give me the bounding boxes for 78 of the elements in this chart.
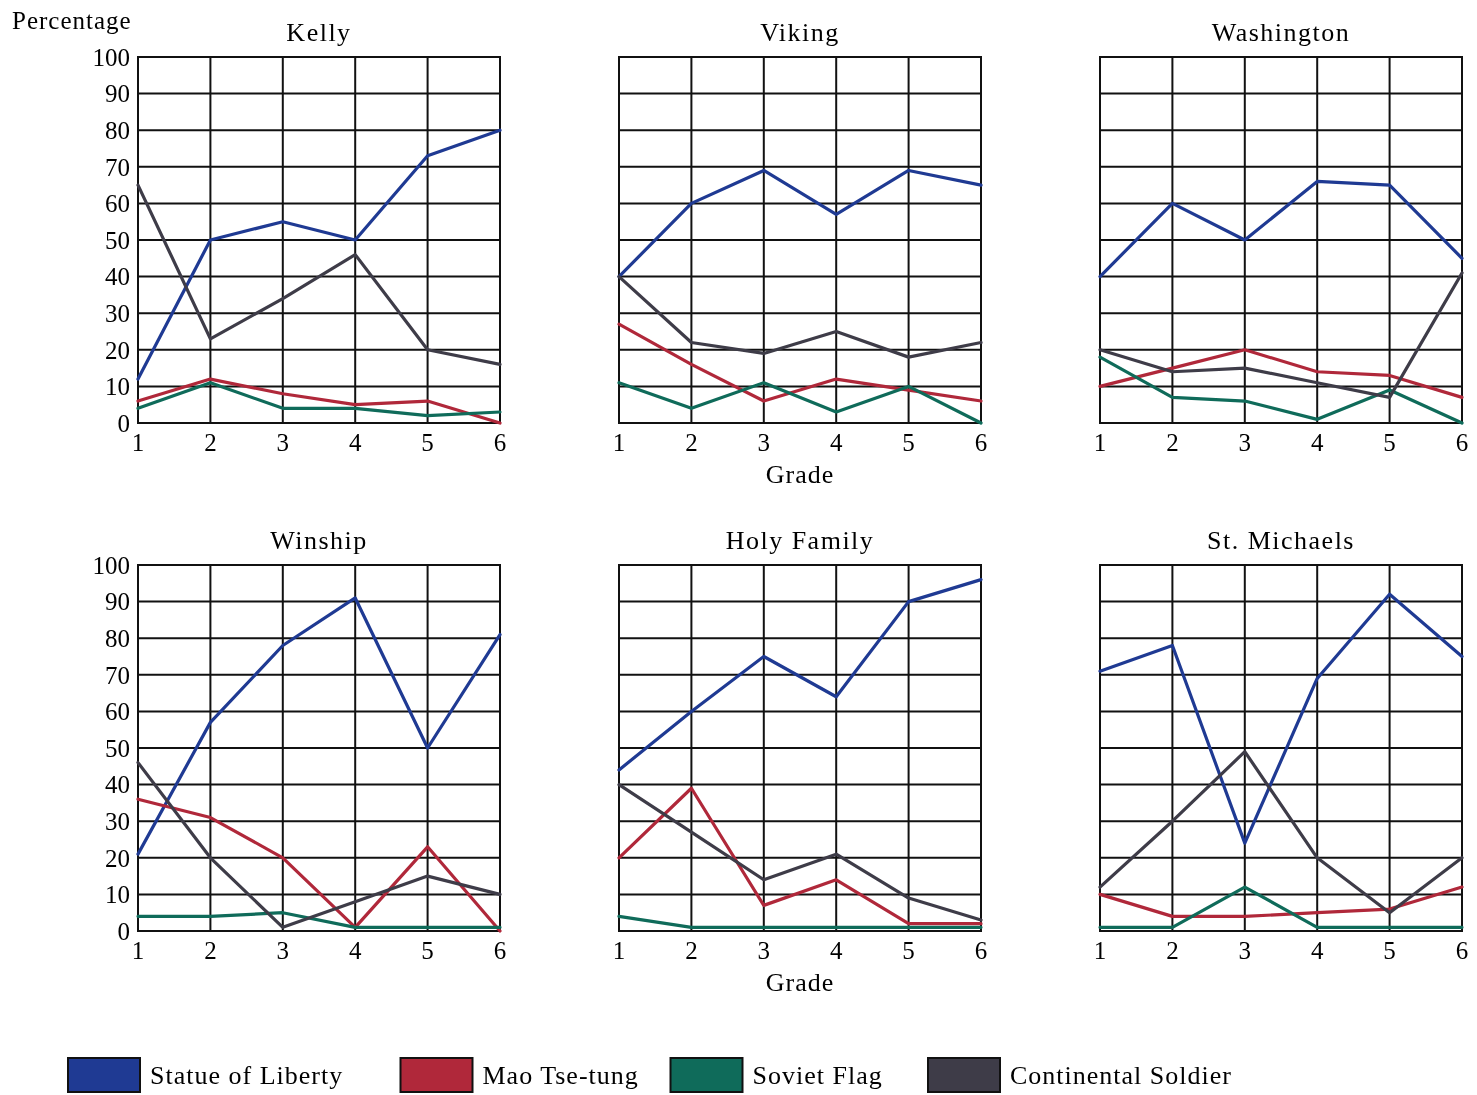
x-tick-label: 1 <box>131 429 145 456</box>
y-tick-label: 30 <box>105 807 130 835</box>
x-tick-label: 6 <box>974 937 988 964</box>
x-tick-label: 4 <box>1310 937 1324 964</box>
y-tick-label: 50 <box>105 734 130 762</box>
x-tick-label: 5 <box>421 937 434 964</box>
chart-title: Viking <box>760 18 840 47</box>
chart-title: Winship <box>270 526 368 555</box>
y-tick-label: 10 <box>105 373 130 401</box>
x-axis-title: Grade <box>765 968 835 997</box>
x-tick-label: 2 <box>1166 937 1179 964</box>
x-tick-label: 6 <box>974 429 988 456</box>
legend-label: Continental Soldier <box>1010 1061 1232 1090</box>
legend-label: Statue of Liberty <box>150 1061 344 1090</box>
chart-title: Holy Family <box>725 526 875 555</box>
chart-title: Washington <box>1211 18 1351 47</box>
y-tick-label: 60 <box>105 190 130 218</box>
x-tick-label: 1 <box>612 937 626 964</box>
y-tick-label: 100 <box>92 551 130 579</box>
legend-label: Soviet Flag <box>752 1061 883 1090</box>
y-tick-label: 70 <box>105 153 130 181</box>
x-tick-label: 2 <box>204 429 217 456</box>
y-tick-label: 90 <box>105 80 130 108</box>
y-tick-label: 80 <box>105 116 130 144</box>
x-tick-label: 6 <box>493 937 507 964</box>
y-tick-label: 50 <box>105 226 130 254</box>
x-tick-label: 4 <box>829 429 843 456</box>
x-tick-label: 6 <box>1455 429 1469 456</box>
y-tick-label: 40 <box>105 771 130 799</box>
x-tick-label: 5 <box>902 937 915 964</box>
x-tick-label: 3 <box>276 937 290 964</box>
line-series <box>136 377 502 425</box>
line-series <box>136 596 502 856</box>
x-tick-label: 4 <box>348 429 362 456</box>
line-series <box>136 761 502 929</box>
x-axis-title: Grade <box>765 460 835 489</box>
y-tick-label: 30 <box>105 299 130 327</box>
x-tick-label: 3 <box>1238 429 1252 456</box>
y-tick-label: 40 <box>105 263 130 291</box>
x-tick-label: 5 <box>421 429 434 456</box>
x-tick-label: 1 <box>131 937 145 964</box>
x-tick-label: 4 <box>829 937 843 964</box>
y-tick-label: 20 <box>105 844 130 872</box>
x-tick-label: 6 <box>1455 937 1469 964</box>
line-series <box>136 183 502 367</box>
y-tick-label: 0 <box>117 917 130 945</box>
y-tick-label: 90 <box>105 588 130 616</box>
line-series <box>136 128 502 381</box>
y-tick-label: 0 <box>117 409 130 437</box>
x-tick-label: 2 <box>1166 429 1179 456</box>
y-tick-label: 80 <box>105 624 130 652</box>
x-tick-label: 6 <box>493 429 507 456</box>
x-tick-label: 4 <box>1310 429 1324 456</box>
x-tick-label: 2 <box>204 937 217 964</box>
y-axis-title: Percentage <box>12 7 132 34</box>
x-tick-label: 3 <box>757 429 771 456</box>
x-tick-label: 1 <box>1093 937 1107 964</box>
x-tick-label: 3 <box>757 937 771 964</box>
y-tick-label: 10 <box>105 881 130 909</box>
line-series <box>136 381 502 418</box>
x-tick-label: 2 <box>685 937 698 964</box>
x-tick-label: 1 <box>612 429 626 456</box>
x-tick-label: 1 <box>1093 429 1107 456</box>
y-tick-label: 100 <box>92 43 130 71</box>
x-tick-label: 2 <box>685 429 698 456</box>
chart-title: Kelly <box>286 18 352 47</box>
line-series <box>136 797 502 933</box>
y-tick-label: 60 <box>105 698 130 726</box>
x-tick-label: 5 <box>902 429 915 456</box>
x-tick-label: 3 <box>276 429 290 456</box>
x-tick-label: 3 <box>1238 937 1252 964</box>
legend-label: Mao Tse-tung <box>482 1061 639 1090</box>
x-tick-label: 5 <box>1383 937 1396 964</box>
x-tick-label: 4 <box>348 937 362 964</box>
y-tick-label: 70 <box>105 661 130 689</box>
x-tick-label: 5 <box>1383 429 1396 456</box>
chart-title: St. Michaels <box>1207 526 1355 555</box>
y-tick-label: 20 <box>105 336 130 364</box>
